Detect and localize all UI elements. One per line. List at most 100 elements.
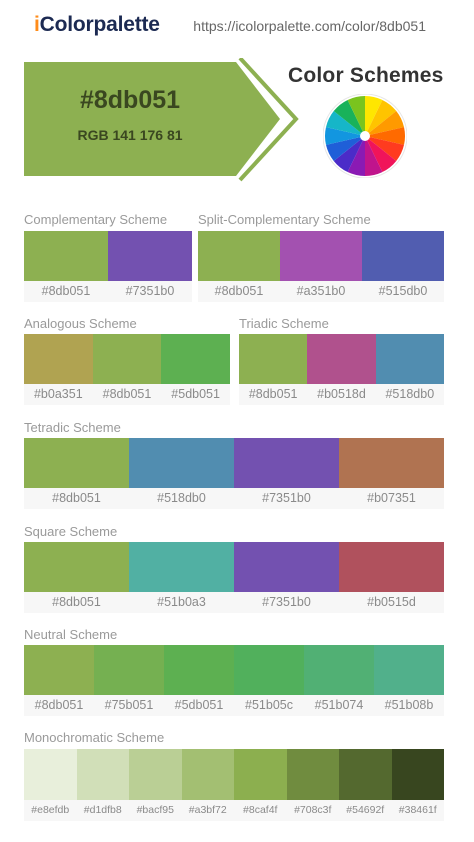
color-swatch[interactable]: #8db051	[24, 438, 129, 509]
hero-arrow-outline	[238, 58, 299, 182]
color-swatch[interactable]: #8db051	[92, 334, 162, 405]
swatch-color-block[interactable]	[234, 542, 339, 592]
neutral-scheme-title: Neutral Scheme	[24, 627, 118, 642]
color-swatch[interactable]: #518db0	[129, 438, 234, 509]
swatch-hex-label: #51b074	[304, 695, 374, 716]
color-swatch[interactable]: #54692f	[339, 749, 392, 821]
swatch-hex-label: #708c3f	[286, 800, 339, 821]
swatch-color-block[interactable]	[76, 749, 129, 800]
swatch-color-block[interactable]	[161, 334, 230, 384]
color-swatch[interactable]: #d1dfb8	[76, 749, 129, 821]
complementary-scheme-swatches: #8db051 #7351b0	[24, 231, 192, 302]
swatch-color-block[interactable]	[198, 231, 280, 281]
swatch-color-block[interactable]	[239, 334, 308, 384]
swatch-hex-label: #75b051	[94, 695, 164, 716]
site-logo[interactable]: iColorpalette	[34, 13, 160, 36]
swatch-color-block[interactable]	[129, 542, 234, 592]
swatch-color-block[interactable]	[362, 231, 444, 281]
color-swatch[interactable]: #8db051	[24, 231, 108, 302]
swatch-hex-label: #51b05c	[234, 695, 304, 716]
color-schemes-title: Color Schemes	[288, 64, 444, 87]
color-swatch[interactable]: #51b05c	[234, 645, 304, 716]
swatch-color-block[interactable]	[374, 645, 444, 695]
swatch-color-block[interactable]	[339, 749, 392, 800]
swatch-color-block[interactable]	[129, 438, 234, 488]
color-swatch[interactable]: #8db051	[239, 334, 308, 405]
swatch-color-block[interactable]	[234, 438, 339, 488]
color-swatch[interactable]: #e8efdb	[24, 749, 77, 821]
swatch-color-block[interactable]	[92, 334, 162, 384]
swatch-color-block[interactable]	[280, 231, 362, 281]
swatch-color-block[interactable]	[94, 645, 164, 695]
color-wheel-segment	[365, 127, 406, 145]
swatch-color-block[interactable]	[391, 749, 444, 800]
color-swatch[interactable]: #b0518d	[307, 334, 376, 405]
neutral-scheme-swatches: #8db051 #75b051 #5db051 #51b05c #51b074 #51b0…	[24, 645, 444, 716]
swatch-color-block[interactable]	[286, 749, 339, 800]
color-swatch[interactable]: #5db051	[161, 334, 230, 405]
swatch-hex-label: #e8efdb	[24, 800, 77, 821]
swatch-color-block[interactable]	[307, 334, 376, 384]
page-url[interactable]: https://icolorpalette.com/color/8db051	[193, 18, 426, 34]
color-wheel-segment	[365, 136, 404, 161]
color-swatch[interactable]: #b0515d	[339, 542, 444, 613]
tetradic-scheme-swatches: #8db051 #518db0 #7351b0 #b07351	[24, 438, 444, 509]
color-swatch[interactable]: #8caf4f	[234, 749, 287, 821]
swatch-color-block[interactable]	[24, 438, 129, 488]
color-swatch[interactable]: #51b08b	[374, 645, 444, 716]
color-swatch[interactable]: #518db0	[375, 334, 444, 405]
color-swatch[interactable]: #51b0a3	[129, 542, 234, 613]
swatch-hex-label: #a351b0	[280, 281, 362, 302]
color-swatch[interactable]: #51b074	[304, 645, 374, 716]
analogous-scheme-swatches: #b0a351 #8db051 #5db051	[24, 334, 230, 405]
swatch-hex-label: #518db0	[129, 488, 234, 509]
swatch-color-block[interactable]	[234, 749, 287, 800]
swatch-hex-label: #51b0a3	[129, 592, 234, 613]
color-swatch[interactable]: #515db0	[362, 231, 444, 302]
swatch-color-block[interactable]	[339, 438, 444, 488]
swatch-color-block[interactable]	[129, 749, 182, 800]
color-swatch[interactable]: #75b051	[94, 645, 164, 716]
swatch-color-block[interactable]	[181, 749, 234, 800]
color-swatch[interactable]: #b0a351	[24, 334, 93, 405]
swatch-hex-label: #8db051	[239, 384, 308, 405]
color-wheel-segment	[333, 136, 365, 173]
color-swatch[interactable]: #8db051	[24, 645, 94, 716]
swatch-color-block[interactable]	[24, 334, 93, 384]
color-wheel-segment	[347, 96, 365, 136]
hero-color-arrow	[24, 62, 280, 176]
color-swatch[interactable]: #708c3f	[286, 749, 339, 821]
swatch-hex-label: #8db051	[24, 281, 108, 302]
color-wheel-segment	[347, 136, 365, 176]
color-swatch[interactable]: #38461f	[391, 749, 444, 821]
swatch-color-block[interactable]	[164, 645, 234, 695]
hero-hex-code: #8db051	[79, 86, 181, 114]
swatch-color-block[interactable]	[24, 542, 129, 592]
swatch-hex-label: #a3bf72	[181, 800, 234, 821]
hero-banner	[24, 58, 299, 182]
color-wheel-segment	[365, 111, 404, 136]
swatch-color-block[interactable]	[108, 231, 192, 281]
color-swatch[interactable]: #7351b0	[108, 231, 192, 302]
swatch-color-block[interactable]	[24, 231, 108, 281]
swatch-hex-label: #5db051	[161, 384, 230, 405]
color-swatch[interactable]: #7351b0	[234, 438, 339, 509]
color-swatch[interactable]: #8db051	[24, 542, 129, 613]
swatch-color-block[interactable]	[304, 645, 374, 695]
swatch-hex-label: #d1dfb8	[76, 800, 129, 821]
swatch-color-block[interactable]	[24, 749, 77, 800]
color-swatch[interactable]: #7351b0	[234, 542, 339, 613]
color-swatch[interactable]: #b07351	[339, 438, 444, 509]
split-scheme-title: Split-Complementary Scheme	[198, 212, 371, 227]
color-swatch[interactable]: #5db051	[164, 645, 234, 716]
color-swatch[interactable]: #8db051	[198, 231, 280, 302]
triadic-scheme-title: Triadic Scheme	[239, 316, 329, 331]
color-swatch[interactable]: #bacf95	[129, 749, 182, 821]
swatch-hex-label: #b07351	[339, 488, 444, 509]
color-swatch[interactable]: #a3bf72	[181, 749, 234, 821]
color-swatch[interactable]: #a351b0	[280, 231, 362, 302]
swatch-color-block[interactable]	[24, 645, 94, 695]
swatch-color-block[interactable]	[375, 334, 444, 384]
swatch-color-block[interactable]	[234, 645, 304, 695]
swatch-color-block[interactable]	[339, 542, 444, 592]
